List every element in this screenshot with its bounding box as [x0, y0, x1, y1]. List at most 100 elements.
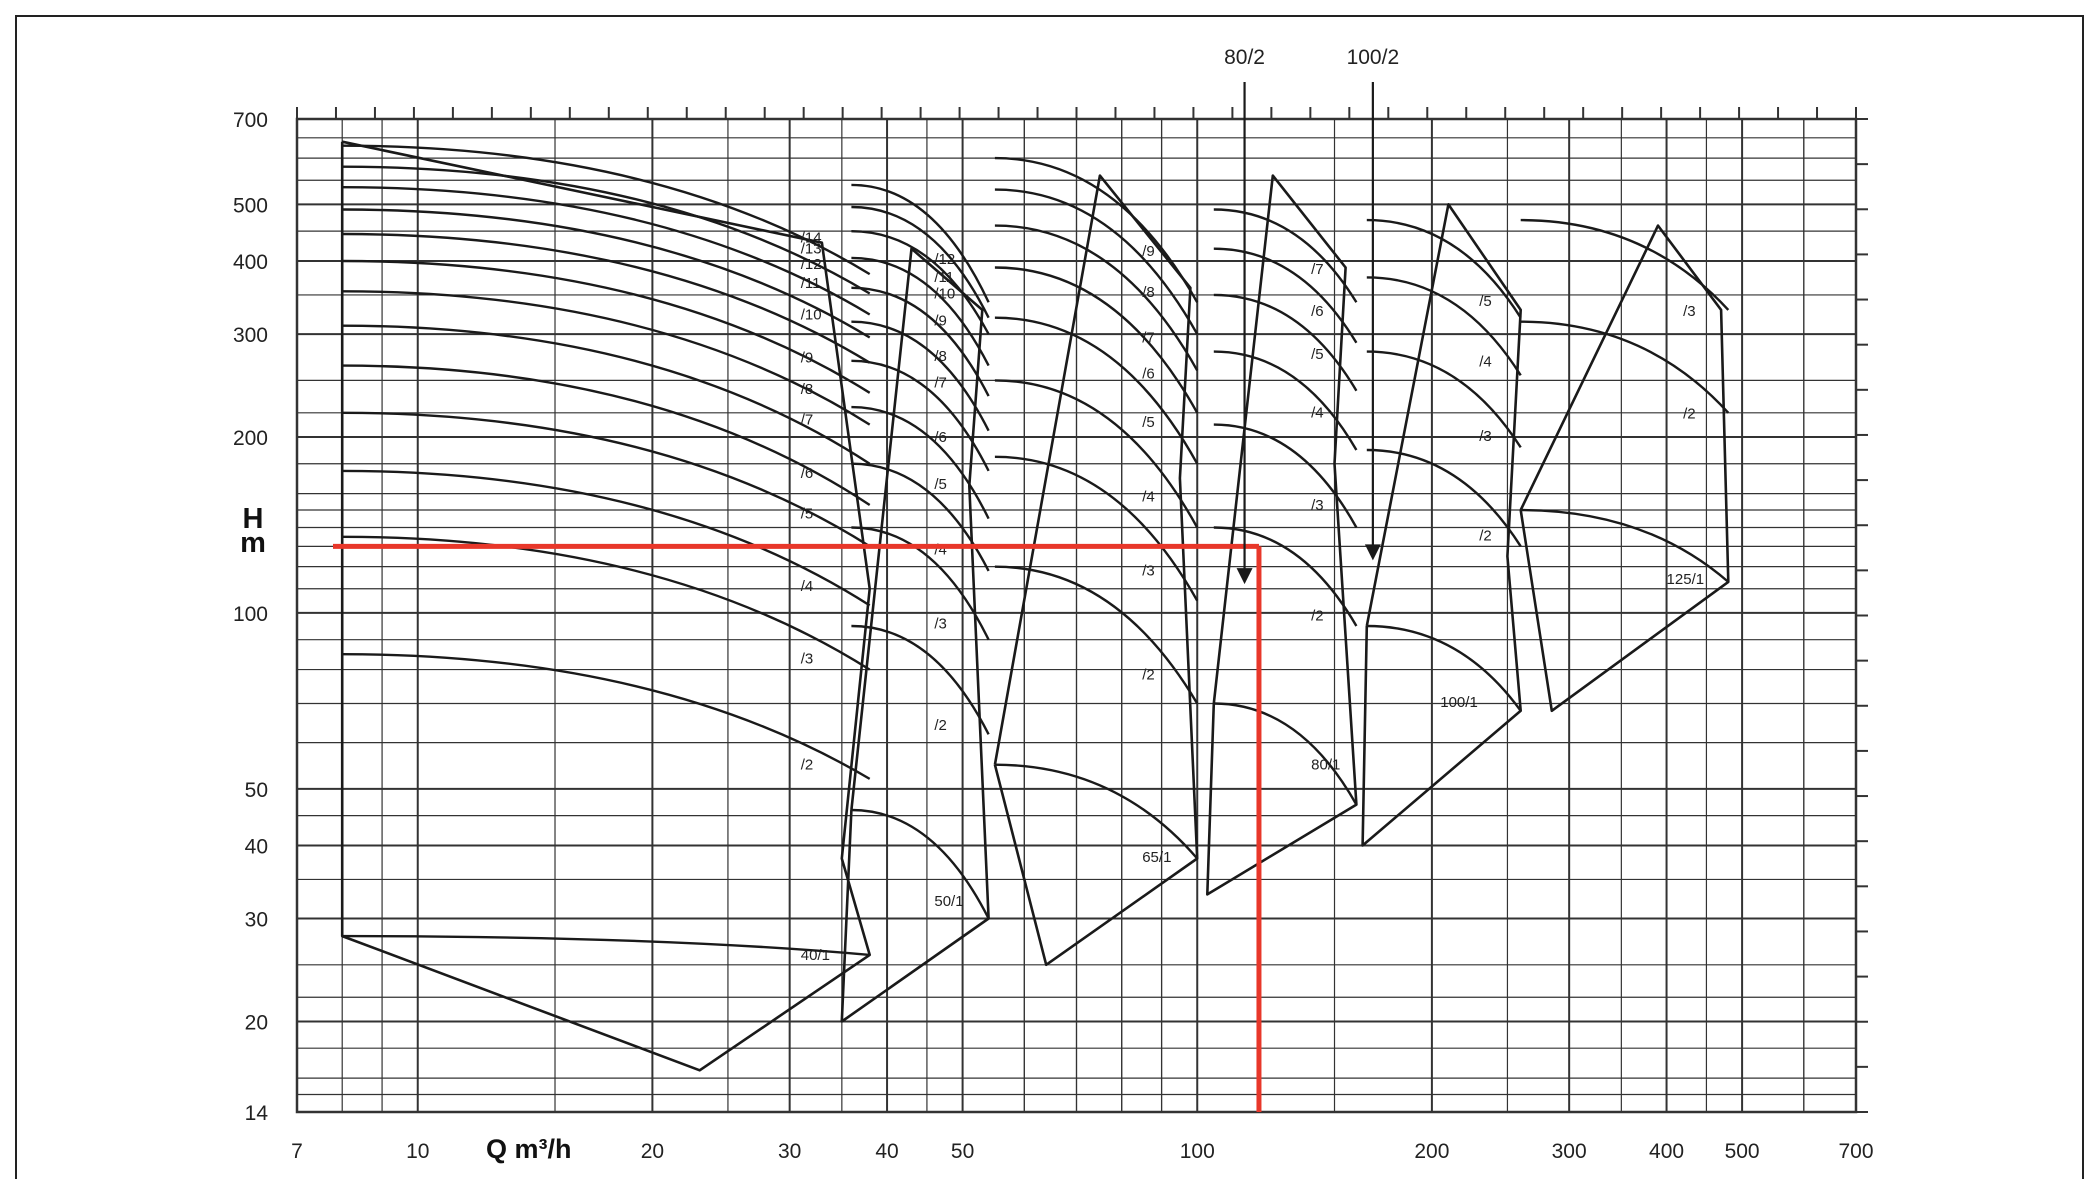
curve-label: /4 — [1479, 354, 1492, 371]
envelope-100 — [1361, 203, 1522, 847]
curve-stage-10 — [342, 232, 871, 364]
curve-label: /5 — [1479, 293, 1492, 310]
curve-stage-13 — [342, 165, 871, 295]
callout-arrows: 80/2 100/2 — [1224, 46, 1400, 585]
curve-label: /4 — [1311, 404, 1324, 421]
curve-label: /6 — [1311, 303, 1324, 320]
curve-100stage-1 — [1366, 624, 1522, 712]
x-tick-label: 40 — [875, 1140, 898, 1163]
curve-label: /6 — [801, 465, 814, 482]
callout-label: 100/2 — [1347, 46, 1400, 69]
curve-label: /5 — [801, 506, 814, 523]
curve-label: /5 — [1311, 346, 1324, 363]
curve-stage-5 — [342, 411, 871, 548]
y-tick-label: 14 — [245, 1102, 269, 1125]
curve-label: /2 — [1479, 528, 1492, 545]
curve-label: /8 — [1142, 284, 1155, 301]
envelope-65 — [993, 174, 1199, 967]
curve-stage-4 — [342, 469, 871, 607]
curve-label: /3 — [934, 616, 947, 633]
curve-stage-5 — [1366, 218, 1522, 319]
curve-label: /3 — [1311, 497, 1324, 514]
curve-label: /7 — [934, 375, 947, 392]
curve-stage-2 — [1213, 526, 1358, 627]
y-tick-label: 30 — [245, 909, 268, 932]
curve-stage-3 — [1520, 218, 1730, 311]
curve-125stage-1 — [1520, 508, 1730, 583]
y-tick-label: 300 — [233, 324, 268, 347]
x-tick-label: 300 — [1552, 1140, 1587, 1163]
curve-stage-7 — [994, 224, 1199, 371]
curve-stage-14 — [342, 144, 871, 276]
curve-stage-8 — [994, 188, 1199, 335]
y-axis-ticks: 700 500 400 300 200 100 50 40 30 20 14 — [233, 109, 268, 1125]
curve-stage-11 — [342, 208, 871, 339]
envelope-40 — [340, 140, 872, 1072]
curve-label: /8 — [801, 381, 814, 398]
curve-label: /7 — [801, 412, 814, 429]
y-tick-label: 700 — [233, 109, 268, 132]
y-tick-label: 100 — [233, 603, 268, 626]
curve-stage-10 — [851, 230, 990, 335]
curve-label: /4 — [934, 541, 947, 558]
outer-border — [15, 15, 2084, 1179]
curve-label: /12 — [934, 251, 955, 268]
curve-stage-2 — [851, 624, 990, 735]
curve-label: /9 — [1142, 243, 1155, 260]
x-tick-label: 30 — [778, 1140, 801, 1163]
curve-stage-12 — [342, 186, 871, 316]
callout-arrow-head — [1236, 568, 1253, 585]
curve-stage-2 — [342, 653, 871, 780]
curve-stage-3 — [994, 455, 1199, 602]
curve-label: /9 — [801, 350, 814, 367]
curve-stage-8 — [342, 290, 871, 426]
envelope-80 — [1206, 174, 1358, 896]
envelope-125 — [1519, 224, 1730, 713]
curve-label: /11 — [934, 269, 954, 286]
x-axis-ticks: 7 10 20 30 40 50 100 200 300 400 500 700 — [291, 1140, 1873, 1163]
callout-label: 80/2 — [1224, 46, 1265, 69]
curve-stage-2 — [994, 565, 1199, 705]
x-tick-label: 500 — [1725, 1140, 1760, 1163]
curve-label: /5 — [1142, 414, 1155, 431]
x-tick-label: 100 — [1180, 1140, 1215, 1163]
curve-label: /9 — [934, 313, 947, 330]
curve-label: /7 — [1311, 261, 1324, 278]
curve-stage-5 — [851, 405, 990, 520]
x-tick-label: 200 — [1414, 1140, 1449, 1163]
curve-stage-6 — [994, 266, 1199, 414]
curve-65stage-1 — [994, 763, 1199, 860]
curve-label: /2 — [934, 717, 947, 734]
curve-label: /3 — [801, 650, 814, 667]
curve-stage-7 — [342, 324, 871, 465]
curve-label: /10 — [934, 286, 955, 303]
curve-stage-4 — [1213, 350, 1358, 451]
family-envelopes — [340, 140, 1730, 1072]
curve-label: /10 — [801, 306, 822, 323]
curve-label: /2 — [1683, 406, 1696, 423]
x-tick-label: 400 — [1649, 1140, 1684, 1163]
curve-label: /3 — [1479, 428, 1492, 445]
curve-stage-7 — [1213, 208, 1358, 303]
curve-stage-5 — [1213, 293, 1358, 392]
curve-label: /6 — [1142, 365, 1155, 382]
curve-label: /3 — [1683, 303, 1696, 320]
curve-label: /2 — [1142, 666, 1155, 683]
curve-stage-7 — [851, 320, 990, 432]
curve-label: 50/1 — [934, 893, 963, 910]
curve-stage-6 — [1213, 247, 1358, 344]
curve-stage-4 — [994, 379, 1199, 529]
x-tick-label: 7 — [291, 1140, 303, 1163]
curve-stage-8 — [851, 286, 990, 397]
curve-label: /3 — [1142, 562, 1155, 579]
curve-label: /5 — [934, 476, 947, 493]
curve-stage-2 — [1520, 320, 1730, 414]
x-tick-label: 20 — [641, 1140, 664, 1163]
curve-stage-4 — [851, 462, 990, 572]
performance-curves: 40/1/2/3/4/5/6/7/8/9/10/11/12/13/1450/1/… — [342, 144, 1730, 964]
curve-40stage-1 — [342, 934, 870, 957]
curve-stage-9 — [342, 259, 871, 394]
y-tick-label: 500 — [233, 194, 268, 217]
curve-50stage-1 — [851, 808, 990, 920]
curve-stage-5 — [994, 316, 1199, 465]
